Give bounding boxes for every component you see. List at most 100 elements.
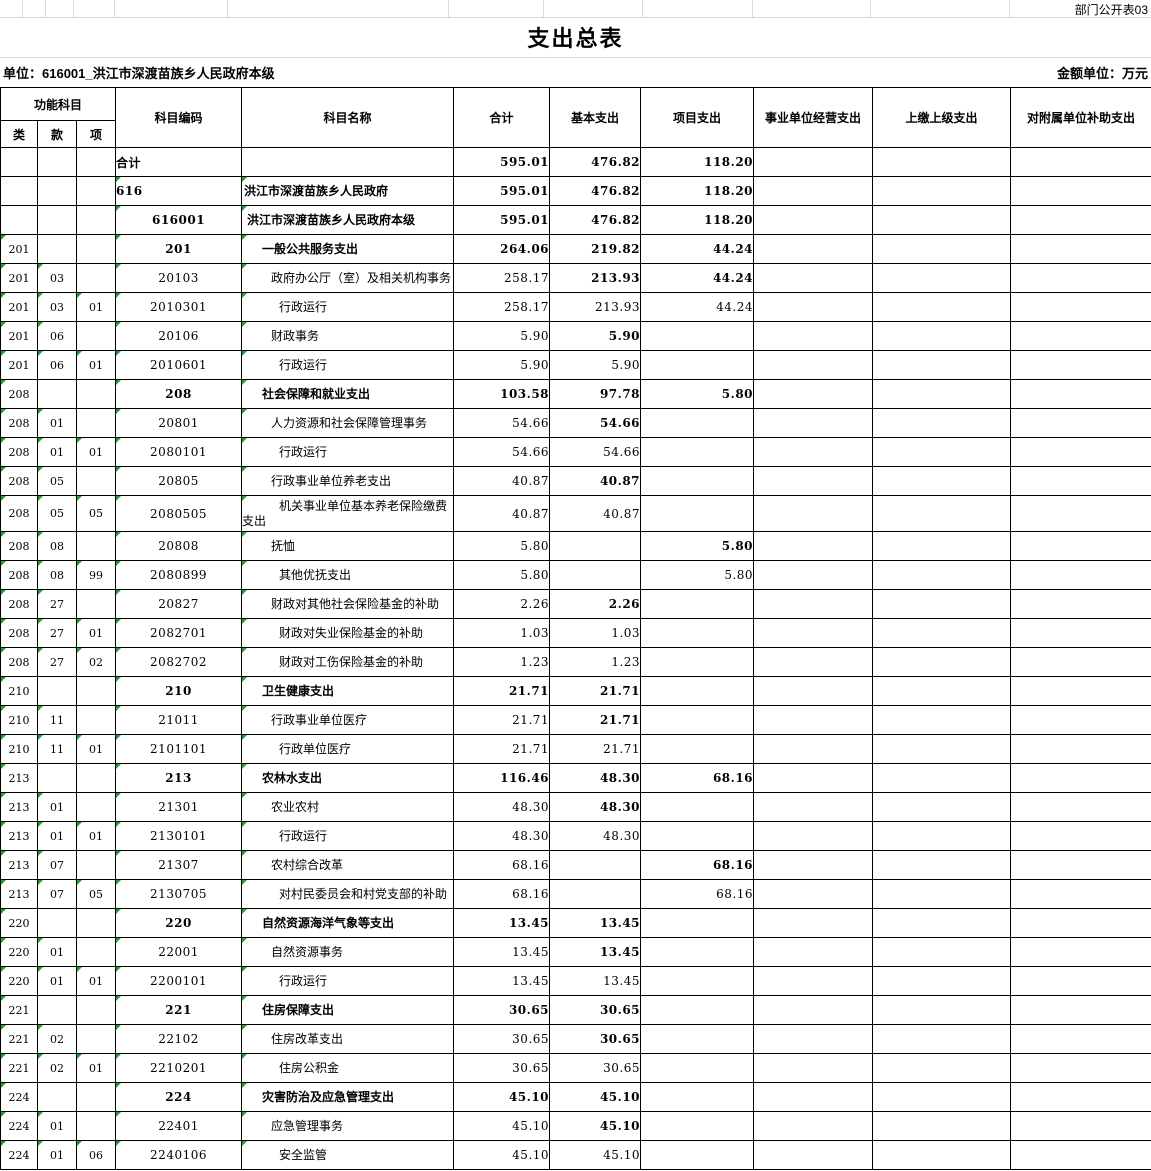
- cell-subject-code: 221: [115, 995, 243, 1025]
- cell-subordinate-subsidy: [1010, 321, 1151, 351]
- cell-project-expenditure: 44.24: [640, 263, 755, 293]
- cell-basic-expenditure: 48.30: [549, 821, 642, 851]
- cell-class: 210: [0, 705, 38, 735]
- cell-project-expenditure: 5.80: [640, 531, 755, 561]
- cell-section: 11: [37, 705, 77, 735]
- cell-class: 208: [0, 560, 38, 590]
- cell-total: 54.66: [453, 408, 551, 438]
- cell-total: 45.10: [453, 1111, 551, 1141]
- cell-subordinate-subsidy: [1010, 1082, 1151, 1112]
- cell-total: 5.90: [453, 321, 551, 351]
- cell-basic-expenditure: [549, 850, 642, 880]
- cell-section: [37, 995, 77, 1025]
- table-row: 224 224 灾害防治及应急管理支出 45.10 45.10: [0, 1082, 1151, 1112]
- cell-class: [0, 205, 38, 235]
- cell-total: 13.45: [453, 966, 551, 996]
- cell-subordinate-subsidy: [1010, 263, 1151, 293]
- cell-total: 1.23: [453, 647, 551, 677]
- cell-basic-expenditure: 2.26: [549, 589, 642, 619]
- cell-class: 208: [0, 408, 38, 438]
- cell-project-expenditure: 44.24: [640, 292, 755, 322]
- cell-class: 208: [0, 466, 38, 496]
- cell-section: [37, 763, 77, 793]
- cell-basic-expenditure: [549, 531, 642, 561]
- cell-subject-code: 210: [115, 676, 243, 706]
- cell-subject-code: 21011: [115, 705, 243, 735]
- table-row: 213 07 05 2130705 对村民委员会和村党支部的补助 68.16 68.16: [0, 879, 1151, 909]
- cell-basic-expenditure: 30.65: [549, 1053, 642, 1083]
- cell-subject-code: 220: [115, 908, 243, 938]
- cell-business-operation-expenditure: [753, 1024, 874, 1054]
- cell-subordinate-subsidy: [1010, 147, 1151, 177]
- cell-section: 01: [37, 1111, 77, 1141]
- table-row: 220 220 自然资源海洋气象等支出 13.45 13.45: [0, 908, 1151, 938]
- cell-subordinate-subsidy: [1010, 495, 1151, 532]
- cell-total: 5.90: [453, 350, 551, 380]
- cell-subject-name: 行政运行: [241, 437, 455, 467]
- cell-total: 45.10: [453, 1082, 551, 1112]
- cell-project-expenditure: 5.80: [640, 379, 755, 409]
- cell-section: 01: [37, 937, 77, 967]
- cell-upper-level-remittance: [872, 1024, 1012, 1054]
- cell-subject-name: 财政对工伤保险基金的补助: [241, 647, 455, 677]
- cell-project-expenditure: 118.20: [640, 205, 755, 235]
- cell-class: 208: [0, 379, 38, 409]
- cell-section: 01: [37, 408, 77, 438]
- cell-business-operation-expenditure: [753, 937, 874, 967]
- cell-class: 213: [0, 879, 38, 909]
- table-row: 201 03 20103 政府办公厅（室）及相关机构事务 258.17 213.93 44.…: [0, 263, 1151, 293]
- table-row: 224 01 22401 应急管理事务 45.10 45.10: [0, 1111, 1151, 1141]
- cell-subject-name: 安全监管: [241, 1140, 455, 1170]
- cell-upper-level-remittance: [872, 908, 1012, 938]
- cell-business-operation-expenditure: [753, 995, 874, 1025]
- cell-business-operation-expenditure: [753, 560, 874, 590]
- cell-project-expenditure: [640, 437, 755, 467]
- cell-business-operation-expenditure: [753, 379, 874, 409]
- cell-business-operation-expenditure: [753, 792, 874, 822]
- cell-subject-code: 213: [115, 763, 243, 793]
- table-row: 208 27 01 2082701 财政对失业保险基金的补助 1.03 1.03: [0, 618, 1151, 648]
- cell-item: [75, 937, 117, 967]
- cell-basic-expenditure: 5.90: [549, 350, 642, 380]
- cell-subject-name: 住房保障支出: [241, 995, 455, 1025]
- cell-subject-code: 2010601: [115, 350, 243, 380]
- cell-item: [75, 263, 117, 293]
- gridline: [114, 0, 115, 17]
- cell-upper-level-remittance: [872, 176, 1012, 206]
- table-row: 208 05 05 2080505 机关事业单位基本养老保险缴费支出 40.87 40.87: [0, 495, 1151, 532]
- cell-class: 208: [0, 495, 38, 532]
- cell-business-operation-expenditure: [753, 350, 874, 380]
- cell-subordinate-subsidy: [1010, 647, 1151, 677]
- cell-upper-level-remittance: [872, 589, 1012, 619]
- cell-section: 01: [37, 966, 77, 996]
- cell-project-expenditure: 118.20: [640, 176, 755, 206]
- cell-class: 208: [0, 647, 38, 677]
- cell-subject-name: 洪江市深渡苗族乡人民政府: [241, 176, 455, 206]
- cell-total: 40.87: [453, 466, 551, 496]
- cell-business-operation-expenditure: [753, 408, 874, 438]
- cell-subject-code: 2010301: [115, 292, 243, 322]
- cell-subordinate-subsidy: [1010, 176, 1151, 206]
- cell-item: [75, 792, 117, 822]
- cell-class: 220: [0, 908, 38, 938]
- cell-business-operation-expenditure: [753, 321, 874, 351]
- cell-business-operation-expenditure: [753, 495, 874, 532]
- cell-upper-level-remittance: [872, 966, 1012, 996]
- cell-class: 201: [0, 263, 38, 293]
- cell-class: 210: [0, 734, 38, 764]
- cell-class: 201: [0, 350, 38, 380]
- table-row: 213 01 01 2130101 行政运行 48.30 48.30: [0, 821, 1151, 851]
- cell-business-operation-expenditure: [753, 821, 874, 851]
- cell-subject-name: 社会保障和就业支出: [241, 379, 455, 409]
- cell-business-operation-expenditure: [753, 205, 874, 235]
- cell-total: 30.65: [453, 1053, 551, 1083]
- gridline: [448, 0, 449, 17]
- cell-basic-expenditure: 1.23: [549, 647, 642, 677]
- cell-subordinate-subsidy: [1010, 879, 1151, 909]
- table-row: 201 06 20106 财政事务 5.90 5.90: [0, 321, 1151, 351]
- cell-section: 06: [37, 350, 77, 380]
- cell-section: 01: [37, 792, 77, 822]
- cell-project-expenditure: [640, 466, 755, 496]
- cell-upper-level-remittance: [872, 937, 1012, 967]
- cell-section: 01: [37, 821, 77, 851]
